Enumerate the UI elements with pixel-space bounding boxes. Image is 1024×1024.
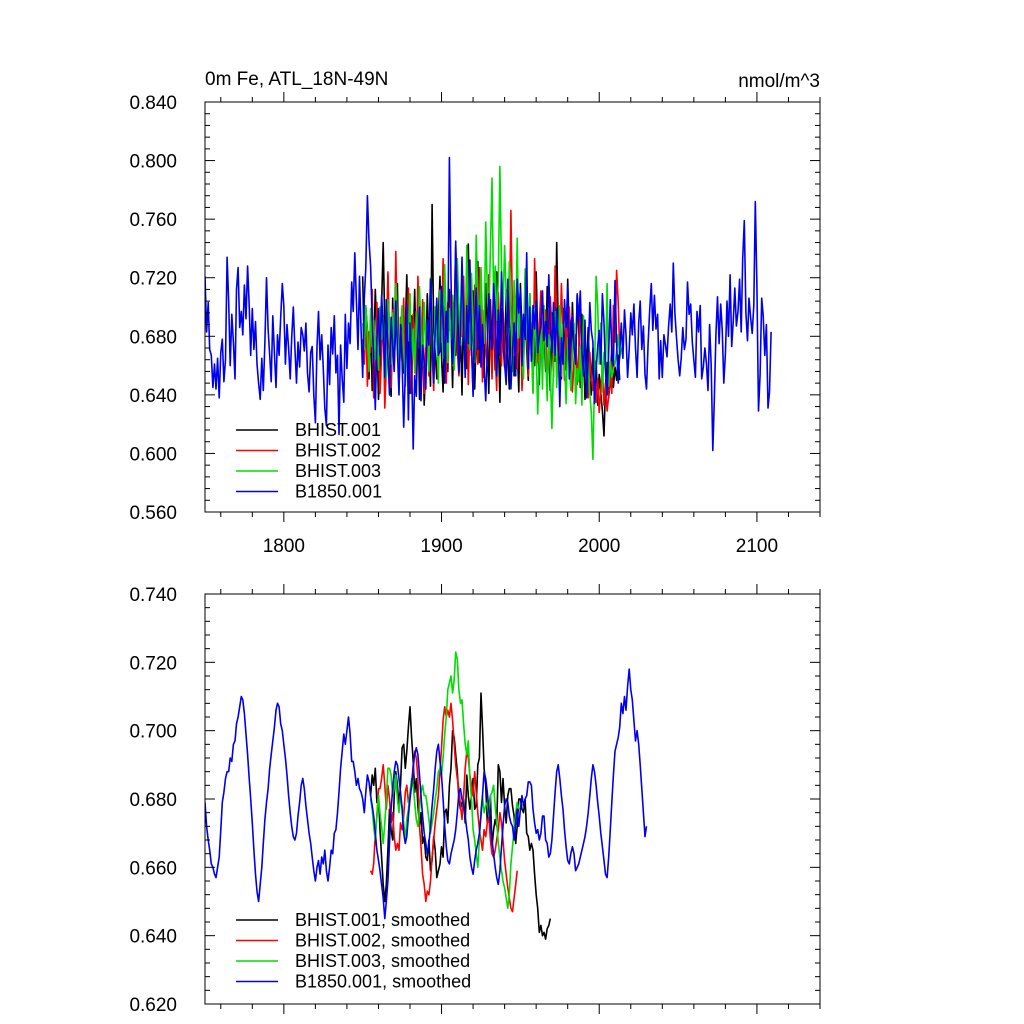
- y-tick-label: 0.700: [129, 722, 177, 743]
- legend-label: BHIST.003: [295, 461, 381, 481]
- series-line-b1850-001-smoothed: [205, 668, 648, 920]
- legend-label: BHIST.003, smoothed: [295, 951, 470, 971]
- y-tick-label: 0.600: [129, 444, 177, 465]
- y-tick-label: 0.800: [129, 152, 177, 173]
- legend-label: BHIST.002: [295, 441, 381, 461]
- legend-label: BHIST.001: [295, 420, 381, 440]
- chart-title: 0m Fe, ATL_18N-49N: [205, 69, 388, 90]
- bottom-series-group: [205, 651, 648, 940]
- y-tick-label: 0.620: [129, 995, 177, 1016]
- bottom-axes: 0.620 0.640 0.660 0.680 0.700 0.720 0.740: [129, 584, 821, 1016]
- y-tick-label: 0.560: [129, 503, 177, 524]
- legend-label: B1850.001, smoothed: [295, 972, 471, 992]
- legend-label: BHIST.002, smoothed: [295, 931, 470, 951]
- y-tick-label: 0.680: [129, 790, 177, 811]
- series-line-b1850-001: [205, 156, 772, 452]
- y-tick-label: 0.640: [129, 927, 177, 948]
- y-tick-label: 0.720: [129, 653, 177, 674]
- legend-label: BHIST.001, smoothed: [295, 910, 470, 930]
- plot-frame: [204, 101, 821, 513]
- series-line-bhist-002-smoothed: [369, 702, 518, 913]
- y-tick-label: 0.660: [129, 858, 177, 879]
- x-tick-label: 2000: [578, 536, 620, 557]
- x-tick-label: 1800: [263, 536, 305, 557]
- y-tick-label: 0.740: [129, 585, 177, 606]
- series-line-bhist-003-smoothed: [369, 651, 520, 910]
- top-panel: 0m Fe, ATL_18N-49N nmol/m^3 BHIST.001BHI…: [129, 69, 821, 557]
- x-tick-label: 1900: [420, 536, 462, 557]
- y-tick-label: 0.840: [129, 93, 177, 114]
- top-series-group: [205, 156, 772, 461]
- y-tick-label: 0.720: [129, 269, 177, 290]
- units-label: nmol/m^3: [738, 71, 820, 92]
- y-tick-label: 0.640: [129, 386, 177, 407]
- y-tick-label: 0.760: [129, 210, 177, 231]
- top-axes: 0.560 0.600 0.640 0.680 0.720 0.760 0.800 0.840…: [129, 92, 821, 557]
- legend-label: B1850.001: [295, 482, 382, 502]
- x-tick-label: 2100: [736, 536, 778, 557]
- y-tick-label: 0.680: [129, 327, 177, 348]
